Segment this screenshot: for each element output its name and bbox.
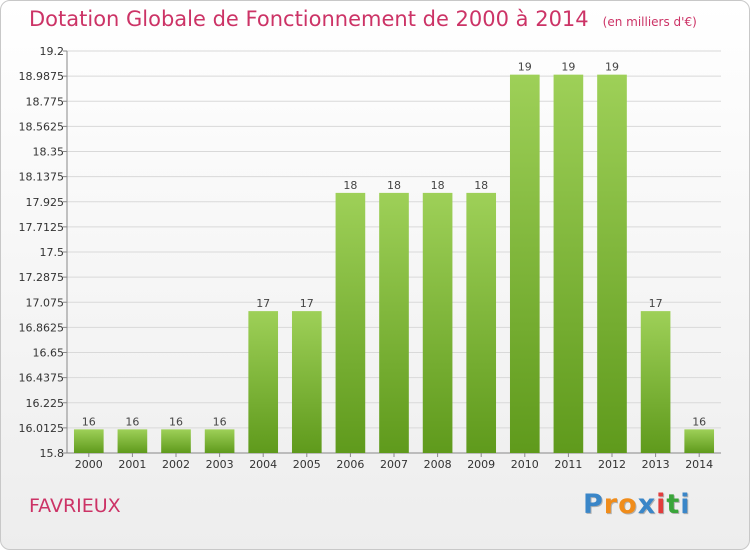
logo-letter: i [680, 489, 691, 520]
bar-2014 [684, 429, 715, 453]
x-tick-label-2003: 2003 [206, 458, 234, 471]
bar-2013 [640, 311, 671, 453]
data-label-2011: 19 [561, 61, 575, 74]
data-label-2010: 19 [518, 61, 532, 74]
logo-letter: P [583, 489, 604, 520]
bar-2007 [379, 192, 409, 453]
logo-letter: r [603, 489, 619, 520]
x-tick-label-2002: 2002 [162, 458, 190, 471]
bar-2008 [422, 192, 453, 453]
data-label-2012: 19 [605, 61, 619, 74]
bar-2002 [161, 429, 191, 453]
bar-2005 [291, 311, 322, 453]
proxiti-logo: Proxiti [583, 489, 691, 520]
y-tick-label: 19.2 [40, 45, 65, 58]
x-tick-label-2005: 2005 [293, 458, 321, 471]
x-tick-label-2006: 2006 [336, 458, 364, 471]
data-label-2006: 18 [343, 179, 357, 192]
logo-letter: x [637, 489, 657, 520]
x-tick-label-2008: 2008 [424, 458, 452, 471]
bar-2012 [597, 74, 627, 453]
y-tick-label: 17.925 [26, 196, 65, 209]
y-tick-label: 18.775 [26, 95, 65, 108]
y-tick-label: 18.1375 [19, 171, 65, 184]
data-label-2001: 16 [125, 415, 139, 428]
x-tick-label-2004: 2004 [249, 458, 277, 471]
data-label-2008: 18 [431, 179, 445, 192]
x-tick-label-2000: 2000 [75, 458, 103, 471]
logo-letter: i [656, 489, 667, 520]
logo-letter: t [666, 489, 681, 520]
y-tick-label: 15.8 [40, 447, 65, 460]
data-label-2000: 16 [82, 415, 96, 428]
y-tick-label: 16.65 [33, 347, 65, 360]
x-tick-label-2009: 2009 [467, 458, 495, 471]
bar-2010 [509, 74, 540, 453]
x-tick-label-2001: 2001 [118, 458, 146, 471]
y-tick-label: 16.4375 [19, 372, 65, 385]
chart-title-text: Dotation Globale de Fonctionnement de 20… [29, 7, 589, 31]
commune-name: FAVRIEUX [29, 495, 121, 517]
y-tick-label: 16.8625 [19, 321, 65, 334]
y-tick-labels: 15.8 16.0125 16.225 16.4375 16.65 16.8625 17.0… [19, 45, 65, 460]
x-tick-label-2013: 2013 [642, 458, 670, 471]
data-label-2004: 17 [256, 297, 270, 310]
x-tick-label-2007: 2007 [380, 458, 408, 471]
y-tick-label: 17.5 [40, 246, 65, 259]
data-label-2013: 17 [649, 297, 663, 310]
data-label-2002: 16 [169, 415, 183, 428]
x-tick-label-2011: 2011 [554, 458, 582, 471]
bar-2004 [248, 311, 279, 453]
data-label-2014: 16 [692, 415, 706, 428]
x-tick-label-2014: 2014 [685, 458, 713, 471]
data-label-2005: 17 [300, 297, 314, 310]
y-tick-label: 18.9875 [19, 70, 65, 83]
bar-2006 [335, 192, 366, 453]
x-tick-label-2012: 2012 [598, 458, 626, 471]
chart-title: Dotation Globale de Fonctionnement de 20… [29, 7, 697, 31]
y-tick-label: 17.7125 [19, 221, 65, 234]
bar-2003 [204, 429, 235, 453]
chart-unit: (en milliers d'€) [602, 15, 697, 29]
x-tick-label-2010: 2010 [511, 458, 539, 471]
logo-letter: o [618, 489, 638, 520]
y-tick-label: 17.075 [26, 296, 65, 309]
x-tick-labels: 2000 2001 2002 2003 2004 2005 2006 2007 2008 2009… [75, 453, 713, 471]
bar-2009 [466, 192, 497, 453]
bar-2011 [553, 74, 584, 453]
y-tick-label: 16.225 [26, 397, 65, 410]
data-labels: 16 16 16 16 17 17 18 18 18 18 19 19 19 17 16 [82, 61, 706, 429]
y-tick-label: 16.0125 [19, 422, 65, 435]
data-label-2009: 18 [474, 179, 488, 192]
data-label-2007: 18 [387, 179, 401, 192]
data-label-2003: 16 [213, 415, 227, 428]
bar-2001 [117, 429, 148, 453]
bars [73, 74, 715, 453]
bar-2000 [73, 429, 104, 453]
y-tick-label: 18.35 [33, 146, 65, 159]
y-tick-label: 17.2875 [19, 271, 65, 284]
y-tick-label: 18.5625 [19, 120, 65, 133]
